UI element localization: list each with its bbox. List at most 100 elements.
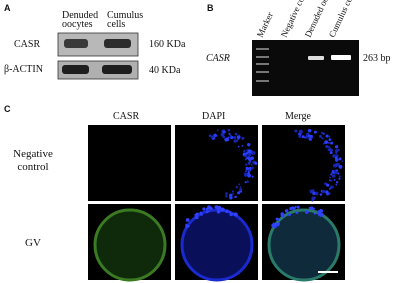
nucleus: [222, 135, 226, 139]
size-label: 263 bp: [363, 53, 391, 64]
nucleus: [205, 210, 209, 214]
nucleus: [328, 136, 331, 138]
nucleus: [249, 166, 252, 169]
nucleus: [305, 135, 309, 139]
nucleus: [235, 139, 239, 142]
lane-label: Cumulus cells: [327, 0, 358, 39]
nucleus: [325, 134, 329, 138]
nucleus: [251, 175, 254, 178]
pcr-band: [331, 55, 351, 60]
nucleus: [335, 183, 338, 186]
nucleus: [326, 183, 330, 187]
nucleus: [236, 135, 241, 139]
row-label: β-ACTIN: [4, 64, 43, 75]
nucleus: [225, 195, 228, 198]
oocyte-merge: [267, 208, 341, 282]
nucleus: [235, 185, 238, 189]
nucleus: [244, 181, 247, 184]
nucleus: [294, 205, 297, 208]
nucleus: [247, 152, 252, 157]
nucleus: [328, 142, 330, 144]
nucleus: [319, 193, 323, 196]
column-label: Cumulus cells: [107, 10, 144, 30]
nucleus: [338, 177, 341, 180]
nucleus: [194, 213, 197, 216]
nucleus: [185, 223, 188, 226]
nucleus: [289, 206, 293, 211]
nucleus: [284, 209, 289, 213]
nucleus: [326, 192, 329, 196]
nucleus: [295, 211, 299, 215]
size-label: 40 KDa: [149, 65, 181, 76]
nucleus: [227, 136, 230, 139]
nucleus: [288, 213, 291, 217]
nucleus: [335, 181, 339, 184]
nucleus: [229, 196, 233, 200]
column-label: DAPI: [202, 111, 226, 122]
size-label: 160 KDa: [149, 39, 186, 50]
nucleus: [313, 130, 317, 134]
nucleus: [227, 128, 231, 132]
nucleus: [333, 169, 337, 173]
band: [62, 65, 89, 74]
nucleus: [233, 136, 237, 140]
nucleus: [244, 158, 248, 161]
nucleus: [324, 140, 329, 144]
nucleus: [294, 129, 298, 133]
nucleus: [333, 163, 337, 168]
nucleus: [211, 136, 213, 139]
nucleus: [328, 187, 331, 190]
micrographs: [88, 125, 345, 282]
nucleus: [247, 171, 250, 174]
nucleus: [239, 188, 243, 191]
nucleus: [229, 212, 233, 217]
panel-label: B: [207, 3, 214, 13]
oocyte-casr: [93, 208, 167, 282]
nucleus: [244, 172, 248, 176]
nucleus: [328, 138, 332, 141]
nucleus: [298, 129, 303, 134]
band: [64, 39, 88, 48]
nucleus: [309, 134, 313, 138]
nucleus: [234, 195, 237, 199]
panel-label: C: [4, 104, 11, 114]
nucleus: [324, 182, 327, 186]
nucleus: [328, 146, 331, 149]
ladder: [256, 48, 269, 82]
nucleus: [245, 163, 248, 166]
nucleus: [308, 206, 312, 210]
nucleus: [312, 191, 316, 196]
nucleus: [321, 137, 324, 140]
pcr-band: [308, 56, 324, 60]
nucleus: [233, 212, 238, 217]
nucleus: [220, 207, 225, 212]
nucleus: [208, 134, 212, 138]
nucleus: [251, 166, 254, 170]
nucleus: [280, 212, 285, 216]
blot-casr: [57, 32, 139, 57]
nucleus: [231, 190, 234, 193]
nucleus: [334, 145, 339, 149]
row-label: GV: [25, 237, 41, 249]
nucleus: [314, 196, 316, 199]
nucleus: [245, 169, 248, 172]
nucleus: [238, 183, 241, 186]
nucleus: [228, 132, 231, 135]
nucleus: [318, 134, 323, 138]
gene-label: CASR: [206, 53, 230, 64]
nucleus: [246, 180, 249, 183]
nucleus: [202, 207, 206, 211]
nucleus: [320, 131, 324, 135]
column-label: Denuded oocytes: [62, 10, 99, 30]
nucleus: [303, 136, 306, 139]
nucleus: [229, 134, 232, 137]
nucleus: [338, 165, 343, 169]
nucleus: [322, 142, 325, 145]
nucleus: [195, 216, 199, 220]
nucleus: [254, 161, 258, 165]
nucleus: [275, 222, 278, 226]
nucleus: [329, 151, 333, 155]
nucleus: [329, 176, 331, 179]
nucleus: [330, 173, 333, 176]
